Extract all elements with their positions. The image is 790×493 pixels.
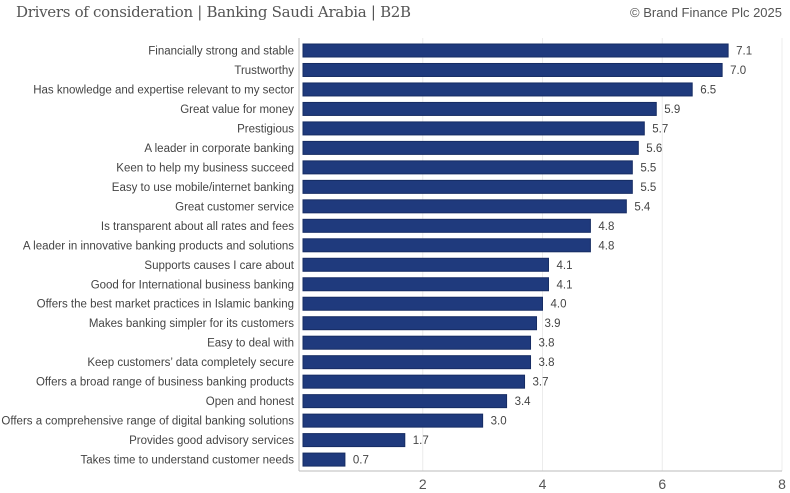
bar xyxy=(302,374,526,389)
data-label: 3.4 xyxy=(515,396,532,408)
category-label: Open and honest xyxy=(206,396,295,408)
bar xyxy=(302,316,538,331)
bar xyxy=(302,199,627,214)
bar xyxy=(302,335,532,350)
data-label: 3.0 xyxy=(491,416,507,428)
category-label: Is transparent about all rates and fees xyxy=(101,221,294,233)
category-label: Takes time to understand customer needs xyxy=(80,455,294,467)
bar xyxy=(302,355,532,370)
data-label: 7.0 xyxy=(730,65,746,77)
x-tick-label: 4 xyxy=(539,476,547,492)
bar xyxy=(302,43,729,58)
category-label: Trustworthy xyxy=(234,65,294,77)
category-label: Supports causes I care about xyxy=(144,260,294,272)
data-label: 5.9 xyxy=(664,104,680,116)
category-label: Easy to deal with xyxy=(207,338,294,350)
category-label: Offers a comprehensive range of digital … xyxy=(1,416,294,428)
data-label: 6.5 xyxy=(700,84,716,96)
data-label: 3.8 xyxy=(539,357,555,369)
copyright: © Brand Finance Plc 2025 xyxy=(630,5,782,20)
x-tick-label: 6 xyxy=(658,476,666,492)
category-label: Great customer service xyxy=(175,201,294,213)
category-label: Great value for money xyxy=(180,104,294,116)
bar xyxy=(302,140,639,155)
data-label: 3.8 xyxy=(539,338,555,350)
chart-title: Drivers of consideration | Banking Saudi… xyxy=(16,3,411,21)
category-label: Provides good advisory services xyxy=(129,435,294,447)
data-label: 3.7 xyxy=(533,377,549,389)
x-tick-label: 2 xyxy=(419,476,427,492)
category-label: Financially strong and stable xyxy=(148,46,294,58)
bar xyxy=(302,257,549,272)
data-label: 5.6 xyxy=(646,143,662,155)
bar xyxy=(302,82,693,97)
bar xyxy=(302,62,723,77)
data-label: 5.7 xyxy=(652,123,668,135)
category-label: Prestigious xyxy=(237,123,294,135)
data-label: 5.5 xyxy=(640,182,656,194)
category-label: Keep customers’ data completely secure xyxy=(87,357,294,369)
bar xyxy=(302,433,406,448)
data-label: 0.7 xyxy=(353,455,369,467)
bar xyxy=(302,179,633,194)
category-label: Good for International business banking xyxy=(91,279,294,291)
bar xyxy=(302,452,346,467)
data-label: 4.0 xyxy=(551,299,567,311)
category-label: Offers the best market practices in Isla… xyxy=(37,299,294,311)
data-label: 4.8 xyxy=(598,221,614,233)
data-label: 1.7 xyxy=(413,435,429,447)
category-label: Offers a broad range of business banking… xyxy=(36,377,294,389)
bar xyxy=(302,394,508,409)
category-label: A leader in innovative banking products … xyxy=(23,240,294,252)
category-label: Makes banking simpler for its customers xyxy=(89,318,294,330)
bar xyxy=(302,277,549,292)
data-label: 7.1 xyxy=(736,46,752,58)
category-label: Keen to help my business succeed xyxy=(116,162,294,174)
x-tick-label: 8 xyxy=(778,476,786,492)
bar xyxy=(302,413,484,428)
bar xyxy=(302,238,591,253)
data-label: 5.4 xyxy=(634,201,651,213)
bar xyxy=(302,296,543,311)
bar xyxy=(302,101,657,116)
category-label: Easy to use mobile/internet banking xyxy=(112,182,294,194)
bar xyxy=(302,160,633,175)
data-label: 4.1 xyxy=(556,260,572,272)
category-label: A leader in corporate banking xyxy=(144,143,294,155)
bar xyxy=(302,121,645,136)
data-label: 4.1 xyxy=(556,279,572,291)
data-label: 3.9 xyxy=(545,318,561,330)
bar xyxy=(302,218,591,233)
category-label: Has knowledge and expertise relevant to … xyxy=(33,84,294,96)
data-label: 4.8 xyxy=(598,240,614,252)
data-label: 5.5 xyxy=(640,162,656,174)
